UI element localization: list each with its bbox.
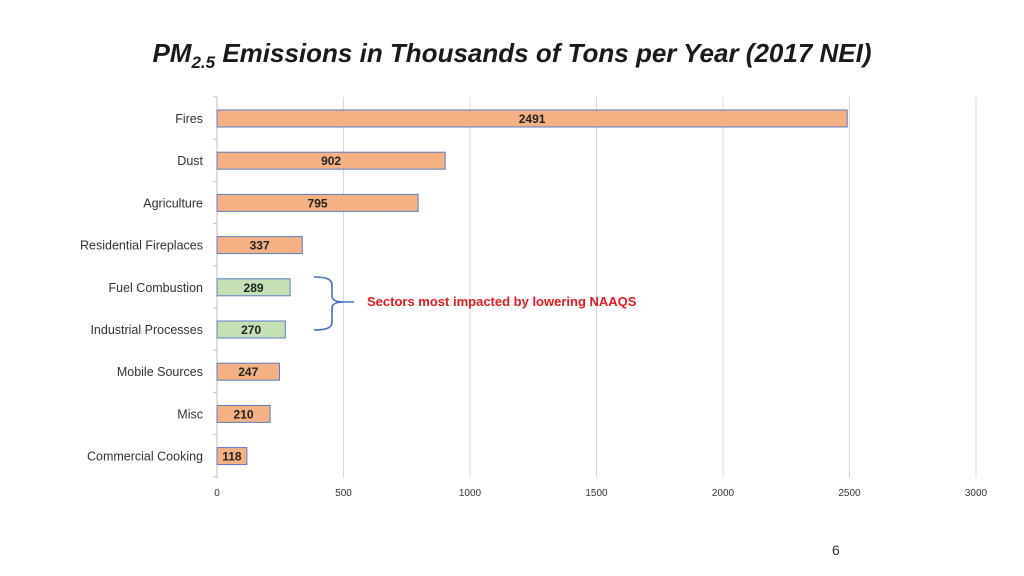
bar-dust — [216, 151, 446, 170]
category-label: Residential Fireplaces — [80, 239, 203, 253]
bar-misc — [216, 404, 271, 423]
category-label: Agriculture — [143, 196, 203, 210]
title-prefix: PM — [152, 38, 192, 68]
data-label: 337 — [250, 239, 270, 253]
category-label: Misc — [177, 407, 203, 421]
data-label: 902 — [321, 154, 341, 168]
bar-industrial-processes — [216, 320, 286, 339]
category-label: Dust — [177, 154, 203, 168]
category-label: Mobile Sources — [117, 365, 203, 379]
labels: 0 500 1000 1500 2000 2500 3000 Fires 2491 Dust 902… — [80, 112, 988, 499]
data-label: 795 — [308, 196, 328, 210]
bar-agriculture — [216, 193, 419, 212]
grid-lines — [343, 97, 977, 478]
highlight-bracket — [313, 276, 354, 331]
slide-title: PM2.5 Emissions in Thousands of Tons per… — [0, 38, 1024, 73]
data-label: 289 — [244, 281, 264, 295]
category-label: Industrial Processes — [90, 323, 203, 337]
x-tick-label: 500 — [335, 488, 352, 499]
bar-fuel-combustion — [216, 278, 291, 297]
x-tick-label: 1000 — [459, 488, 482, 499]
title-suffix: Emissions in Thousands of Tons per Year … — [215, 38, 872, 68]
category-label: Commercial Cooking — [87, 450, 203, 464]
data-label: 118 — [222, 450, 242, 464]
category-label: Fuel Combustion — [109, 281, 204, 295]
bar-mobile-sources — [216, 362, 280, 381]
x-tick-label: 2500 — [838, 488, 861, 499]
x-tick-label: 3000 — [965, 488, 988, 499]
bar-residential-fireplaces — [216, 236, 303, 255]
bar-commercial-cooking — [216, 447, 248, 466]
page-number: 6 — [832, 542, 840, 558]
data-label: 247 — [238, 365, 258, 379]
x-tick-label: 1500 — [585, 488, 608, 499]
annotation-text: Sectors most impacted by lowering NAAQS — [367, 294, 637, 309]
title-subscript: 2.5 — [191, 53, 216, 72]
data-label: 270 — [241, 323, 261, 337]
x-tick-label: 2000 — [712, 488, 735, 499]
data-label: 2491 — [519, 112, 546, 126]
x-tick-label: 0 — [214, 488, 220, 499]
bars — [216, 109, 848, 466]
bar-fires — [216, 109, 848, 128]
category-label: Fires — [175, 112, 203, 126]
category-axis — [213, 96, 218, 478]
data-label: 210 — [234, 407, 254, 421]
